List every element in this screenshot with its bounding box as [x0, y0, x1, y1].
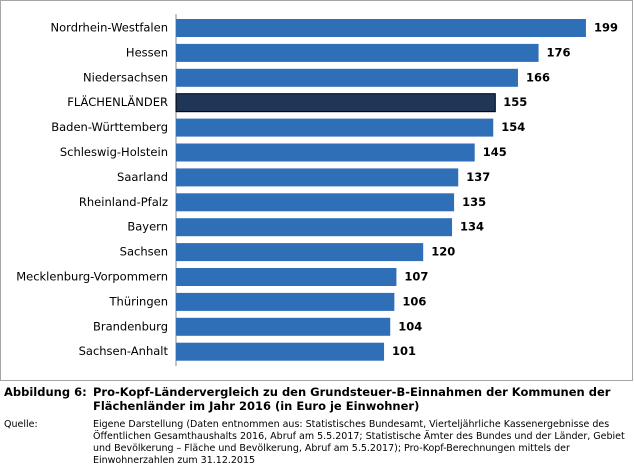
bar: [176, 218, 453, 237]
chart: Nordrhein-Westfalen 199 Hessen 176 Niedersac…: [0, 0, 633, 381]
y-tick-label: Nordrhein-Westfalen: [51, 21, 168, 35]
data-label: 135: [462, 195, 486, 209]
data-label: 154: [501, 120, 525, 134]
y-tick-label: Niedersachsen: [83, 70, 168, 84]
bar: [176, 193, 455, 212]
data-label: 106: [402, 294, 426, 308]
data-label: 104: [398, 319, 422, 333]
data-label: 166: [526, 70, 550, 84]
bar: [176, 292, 395, 311]
y-tick-label: Bayern: [127, 220, 168, 234]
data-label: 137: [466, 170, 490, 184]
chart-title: Pro-Kopf-Ländervergleich zu den Grundste…: [93, 385, 611, 413]
bar: [176, 168, 459, 187]
bar: [176, 317, 391, 336]
y-tick-label: FLÄCHENLÄNDER: [67, 94, 168, 109]
bar: [176, 19, 586, 37]
source: Eigene Darstellung (Daten entnommen aus:…: [93, 419, 625, 466]
data-label: 199: [594, 21, 618, 35]
bar: [176, 243, 424, 262]
data-label: 107: [404, 270, 428, 284]
bar: [176, 143, 475, 162]
bar: [176, 342, 385, 361]
y-tick-label: Schleswig-Holstein: [60, 145, 168, 159]
chart-frame: [0, 0, 633, 381]
y-tick-label: Brandenburg: [93, 319, 168, 333]
y-tick-label: Saarland: [117, 170, 168, 184]
data-label: 101: [392, 344, 416, 358]
data-label: 145: [483, 145, 507, 159]
bar: [176, 118, 494, 137]
y-tick-label: Rheinland-Pfalz: [79, 195, 168, 209]
y-tick-label: Hessen: [126, 45, 168, 59]
bar: [176, 268, 397, 286]
bar: [176, 43, 539, 62]
data-label: 176: [547, 45, 571, 59]
source-label: Quelle:: [4, 419, 38, 430]
bar: [176, 68, 518, 87]
y-tick-label: Sachsen: [120, 245, 168, 259]
y-tick-label: Mecklenburg-Vorpommern: [16, 270, 168, 284]
data-label: 155: [503, 95, 527, 109]
bar: [175, 93, 496, 113]
y-tick-label: Thüringen: [109, 294, 168, 308]
y-tick-label: Sachsen-Anhalt: [79, 344, 169, 358]
y-tick-label: Baden-Württemberg: [51, 120, 168, 134]
data-label: 134: [460, 220, 484, 234]
data-label: 120: [431, 245, 455, 259]
figure-label: Abbildung 6:: [4, 385, 87, 399]
